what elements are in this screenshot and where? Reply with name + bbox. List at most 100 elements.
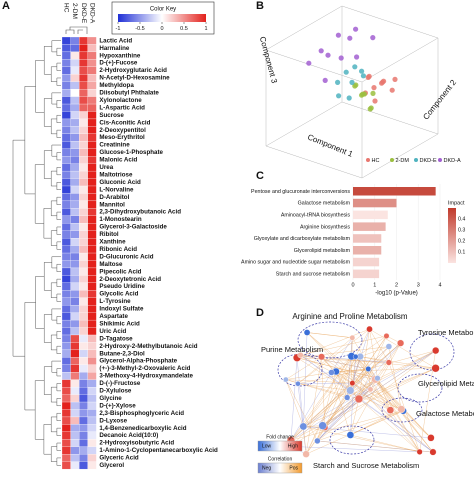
box-edge bbox=[265, 101, 343, 147]
dendrogram-branch bbox=[56, 196, 61, 205]
box-edge bbox=[341, 101, 439, 135]
legend-title: Fold change bbox=[266, 434, 294, 440]
edge bbox=[350, 342, 401, 391]
row-label: L-Aspartic Acid bbox=[99, 104, 145, 111]
heat-cell bbox=[87, 245, 97, 254]
point bbox=[366, 73, 372, 79]
dendrogram-branch bbox=[56, 412, 61, 421]
dendrogram-branch bbox=[43, 314, 52, 343]
edge bbox=[350, 390, 402, 410]
edge bbox=[290, 368, 436, 441]
legend-label: High bbox=[288, 443, 299, 449]
heat-cell bbox=[61, 334, 71, 343]
edge bbox=[350, 410, 404, 436]
edge bbox=[296, 328, 370, 358]
heat-cell bbox=[70, 305, 80, 313]
node bbox=[318, 353, 326, 361]
row-label: Decanoic Acid(10:0) bbox=[99, 432, 158, 439]
edge bbox=[290, 357, 298, 441]
heat-cell bbox=[87, 215, 97, 224]
heat-cell bbox=[87, 409, 97, 418]
edge bbox=[358, 329, 370, 399]
heat-cell bbox=[79, 282, 88, 291]
node bbox=[385, 343, 393, 350]
dendrogram-branch bbox=[43, 150, 52, 179]
x-tick-label: 3 bbox=[417, 282, 420, 288]
node bbox=[366, 325, 373, 333]
heat-cell bbox=[61, 290, 71, 298]
dendrogram-branch bbox=[56, 316, 61, 325]
heat-cell bbox=[87, 454, 97, 462]
heat-cell bbox=[79, 141, 88, 149]
heat-cell bbox=[87, 111, 97, 120]
dendrogram-branch bbox=[50, 416, 57, 433]
edge bbox=[350, 409, 402, 436]
edge bbox=[370, 362, 390, 390]
legend-label: DKD-E bbox=[420, 158, 437, 164]
bar bbox=[353, 187, 436, 196]
point bbox=[370, 35, 376, 41]
edge bbox=[350, 434, 420, 453]
heat-cell bbox=[61, 342, 71, 351]
key-tick-label: -1 bbox=[116, 26, 121, 32]
edge bbox=[300, 354, 369, 370]
pathway-cluster bbox=[409, 333, 455, 371]
edge bbox=[388, 346, 402, 410]
heat-cell bbox=[87, 342, 97, 351]
point bbox=[349, 79, 355, 85]
pathway-label: Tyrosine Metabolism bbox=[418, 328, 474, 337]
heat-cell bbox=[70, 364, 80, 373]
pathway-label: Galactose Metabolism bbox=[416, 409, 474, 418]
heat-cell bbox=[87, 103, 97, 112]
edge bbox=[285, 356, 322, 380]
key-tick-label: 0 bbox=[160, 26, 163, 32]
heat-cell bbox=[70, 409, 80, 418]
legend-gradient bbox=[257, 440, 303, 452]
row-label: Ribitol bbox=[99, 231, 119, 238]
column-label: DKD-A bbox=[88, 3, 95, 24]
node bbox=[297, 352, 304, 359]
node bbox=[314, 437, 321, 445]
heat-cell bbox=[79, 454, 88, 462]
heat-cell bbox=[87, 275, 97, 283]
edge bbox=[322, 350, 436, 426]
heat-cell bbox=[87, 178, 97, 187]
heat-cell bbox=[87, 446, 97, 455]
edge bbox=[331, 372, 360, 400]
heat-cell bbox=[87, 424, 97, 432]
edge bbox=[369, 328, 436, 369]
heat-cell bbox=[61, 66, 71, 75]
row-label: Hypoxanthine bbox=[99, 52, 140, 59]
heat-cell bbox=[61, 275, 71, 283]
row-label: Creatinine bbox=[99, 142, 130, 149]
node bbox=[346, 431, 355, 439]
heat-cell bbox=[87, 327, 97, 336]
heat-cell bbox=[79, 305, 88, 313]
box-edge bbox=[265, 5, 343, 51]
heat-cell bbox=[79, 44, 88, 53]
dendrogram-branch bbox=[24, 302, 36, 411]
pathway-cluster bbox=[297, 321, 363, 359]
point bbox=[338, 55, 344, 61]
heat-cell bbox=[79, 275, 88, 283]
heat-cell bbox=[61, 260, 71, 269]
edge bbox=[358, 335, 387, 399]
row-label: Glucose-1-Phosphate bbox=[99, 149, 163, 156]
row-label: Butane-2,3-Diol bbox=[99, 350, 145, 357]
category-label: Galactose metabolism bbox=[298, 201, 351, 207]
heat-cell bbox=[61, 245, 71, 254]
row-label: Diisobutyl Phthalate bbox=[99, 90, 159, 97]
legend-label: 2-DM bbox=[396, 158, 410, 164]
category-label: Pentose and glucuronate interconversions bbox=[251, 189, 350, 195]
heat-cell bbox=[87, 133, 97, 142]
heat-cell bbox=[79, 148, 88, 157]
row-label: 2,3-Bisphosphoglyceric Acid bbox=[99, 410, 184, 417]
heat-cell bbox=[87, 126, 97, 134]
row-label: L-Tyrosine bbox=[99, 298, 131, 305]
point bbox=[322, 77, 328, 83]
column-label: DKD-E bbox=[80, 3, 87, 24]
x-axis-label: -log10 (p-Value) bbox=[375, 291, 418, 297]
heat-cell bbox=[79, 260, 88, 269]
dendrogram-branch bbox=[35, 60, 45, 113]
